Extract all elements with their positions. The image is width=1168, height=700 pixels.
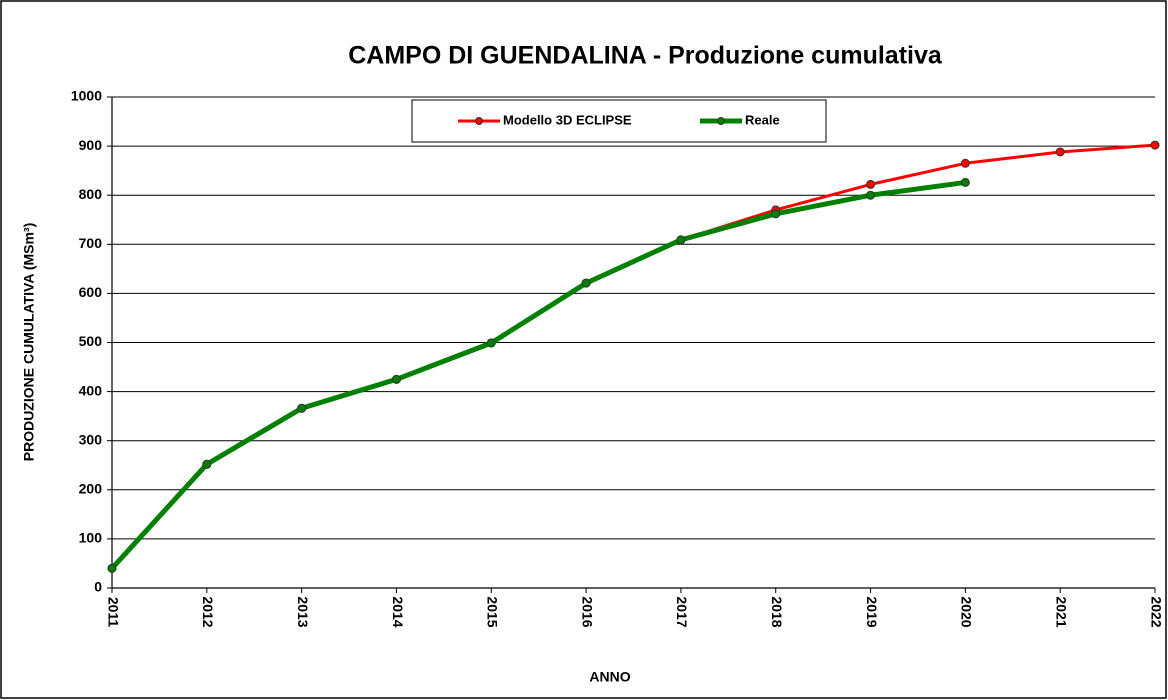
data-point	[1055, 147, 1065, 157]
y-tick-label: 400	[79, 382, 103, 398]
y-tick-label: 900	[79, 137, 103, 153]
x-tick-label: 2021	[1053, 596, 1069, 627]
x-tick-label: 2016	[579, 596, 595, 627]
y-tick-label: 100	[79, 530, 103, 546]
y-tick-label: 800	[79, 186, 103, 202]
x-tick-label: 2018	[769, 596, 785, 627]
y-tick-label: 0	[94, 579, 102, 595]
x-tick-label: 2013	[295, 596, 311, 627]
legend-label: Modello 3D ECLIPSE	[503, 112, 632, 127]
y-tick-label: 200	[79, 481, 103, 497]
x-tick-label: 2015	[485, 596, 501, 627]
data-point	[202, 459, 212, 469]
data-point	[581, 278, 591, 288]
x-tick-label: 2019	[864, 596, 880, 627]
data-point	[866, 190, 876, 200]
data-point	[391, 374, 401, 384]
y-tick-label: 600	[79, 284, 103, 300]
x-tick-label: 2022	[1148, 596, 1164, 627]
y-tick-label: 300	[79, 431, 103, 447]
x-axis-label: ANNO	[589, 669, 630, 685]
data-point	[960, 158, 970, 168]
data-point	[771, 209, 781, 219]
data-point	[107, 563, 117, 573]
chart-title: CAMPO DI GUENDALINA - Produzione cumulat…	[348, 42, 943, 70]
legend-marker	[717, 117, 725, 125]
data-point	[1150, 140, 1160, 150]
x-tick-label: 2020	[959, 596, 975, 627]
data-point	[960, 177, 970, 187]
y-tick-label: 500	[79, 333, 103, 349]
data-point	[866, 179, 876, 189]
data-point	[486, 338, 496, 348]
x-tick-label: 2014	[390, 596, 406, 627]
legend-marker	[475, 117, 483, 125]
y-axis-label: PRODUZIONE CUMULATIVA (MSm³)	[21, 223, 37, 462]
series-line	[110, 179, 966, 571]
data-point	[676, 235, 686, 245]
y-tick-label: 700	[79, 235, 103, 251]
x-tick-label: 2012	[200, 596, 216, 627]
x-tick-label: 2011	[105, 597, 121, 628]
y-tick-label: 1000	[71, 88, 102, 104]
x-tick-label: 2017	[674, 596, 690, 627]
data-point	[297, 403, 307, 413]
legend-label: Reale	[745, 112, 780, 127]
